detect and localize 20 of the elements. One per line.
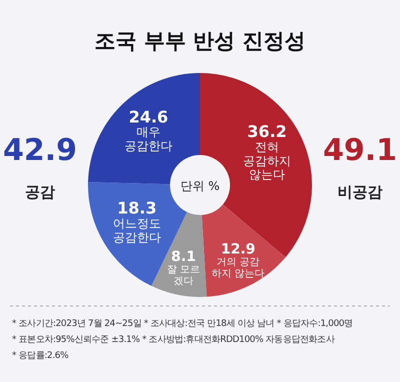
text: * 응답률:2.6%: [12, 351, 70, 361]
slice-label: 거의 공감 하지 않는다: [212, 257, 265, 280]
data-label: 8.1: [171, 249, 196, 266]
text: * 표본오차:95%신뢰수준 ±3.1% * 조사방법:휴대전화RDD100% 자동응답전화조사: [12, 335, 335, 345]
slice-label: 매우 공감한다: [124, 125, 172, 153]
slice-label: 어느정도 공감한다: [112, 216, 161, 244]
slice-label: 잘 모르 겠다: [166, 264, 200, 288]
text: 비공감: [338, 183, 382, 201]
text: * 조사기간:2023년 7월 24~25일 * 조사대상:전국 만18세 이상 남녀 * 응답자수:1,000명: [12, 319, 353, 329]
text: 단위 %: [180, 179, 220, 193]
slice-label: 전혀 공감하지 않는다: [243, 140, 292, 182]
data-label: 12.9: [220, 242, 256, 258]
donut-slice: [202, 204, 286, 297]
data-label: 24.6: [128, 107, 168, 126]
text: 42.9: [2, 133, 78, 168]
text: 49.1: [322, 133, 398, 168]
text: 공감: [25, 183, 55, 201]
data-label: 36.2: [247, 122, 287, 142]
data-label: 18.3: [117, 198, 157, 218]
chart-title: 조국 부부 반성 진정성: [94, 29, 306, 53]
